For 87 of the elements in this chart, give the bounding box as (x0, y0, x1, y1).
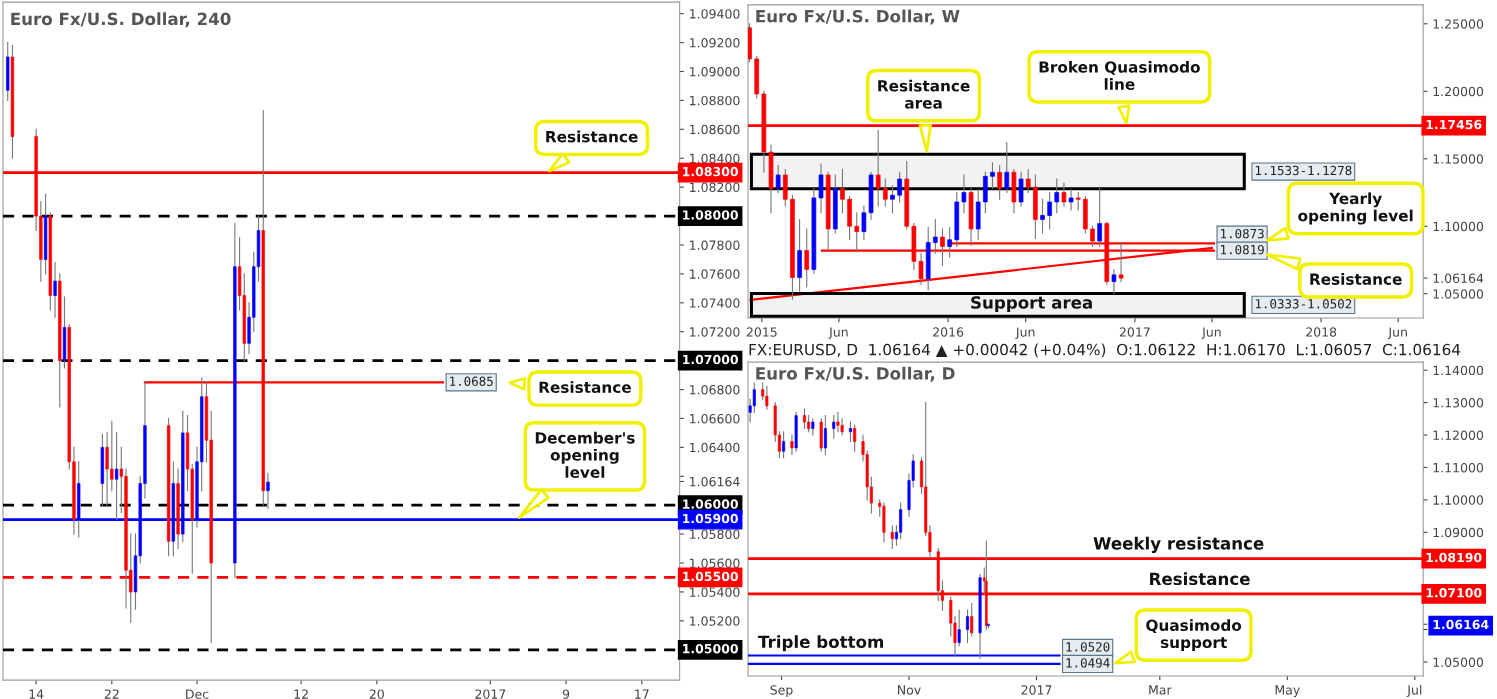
y-tick-label: 1.09000 (690, 66, 740, 77)
ref-line-label: 1.07000 (683, 354, 738, 365)
annotation: Resistance (1310, 273, 1402, 285)
x-tick-label: Jun (1387, 327, 1407, 340)
y-tick-label: 1.08200 (690, 182, 740, 193)
x-tick-label: Mar (1149, 685, 1172, 695)
annotation: Triple bottom (758, 635, 884, 652)
x-tick-label: Sep (770, 685, 793, 698)
y-tick-label: 1.10000 (1433, 495, 1484, 505)
y-tick-label: 1.05000 (1433, 289, 1484, 299)
x-tick-label: 9 (562, 689, 570, 699)
data-label: 1.0873 (1221, 228, 1264, 239)
annotation: Broken Quasimodo line (1039, 60, 1200, 90)
x-tick-label: 2017 (1119, 327, 1150, 337)
y-tick-label: 1.06800 (690, 385, 740, 395)
data-label: 1.0819 (1221, 244, 1264, 255)
y-tick-label: 1.08800 (690, 95, 740, 106)
ref-line-label: 1.17456 (1426, 119, 1482, 130)
y-tick-label: 1.05200 (690, 616, 740, 626)
data-label: 1.0685 (450, 376, 493, 386)
x-tick-label: Jul (1406, 684, 1422, 697)
y-tick-label: 1.07800 (690, 240, 740, 250)
band-label: 1.0333-1.0502 (1255, 299, 1352, 309)
x-tick-label: 2015 (746, 327, 777, 337)
y-tick-label: 1.05000 (1433, 657, 1484, 667)
y-tick-label: 1.10000 (1433, 221, 1484, 232)
x-tick-label: Dec (186, 689, 209, 699)
x-tick-label: Jun (828, 327, 848, 340)
x-tick-label: Jun (1201, 327, 1221, 340)
y-tick-label: 1.13000 (1433, 398, 1484, 408)
y-tick-label: 1.08400 (690, 153, 740, 164)
y-tick-label: 1.12000 (1433, 430, 1484, 440)
y-tick-label: 1.09000 (1433, 527, 1484, 538)
y-tick-label: 1.07600 (690, 269, 740, 279)
y-tick-label: 1.05400 (690, 587, 740, 597)
x-tick-label: Jun (1015, 327, 1035, 340)
annotation: Weekly resistance (1093, 536, 1264, 554)
x-tick-label: 17 (635, 689, 649, 699)
ref-line-label: 1.05900 (683, 513, 738, 524)
annotation: Yearly opening level (1298, 192, 1413, 225)
text: Euro Fx/U.S. Dollar, 240 (11, 12, 231, 28)
x-tick-label: 2016 (933, 327, 964, 337)
y-tick-label: 1.07400 (690, 298, 740, 308)
y-tick-label: 1.09200 (690, 38, 740, 48)
annotation: December's opening level (535, 431, 635, 478)
x-tick-label: 14 (29, 689, 44, 699)
annotation: Resistance (546, 130, 638, 143)
y-tick-label: 1.06164 (690, 476, 740, 487)
ref-line-label: 1.08300 (683, 166, 738, 177)
y-tick-label: 1.08600 (690, 124, 740, 135)
y-tick-label: 1.05800 (690, 529, 740, 540)
annotation: Resistance (539, 381, 631, 394)
y-tick-label: 1.06600 (690, 413, 740, 424)
x-tick-label: 22 (104, 689, 119, 699)
chart-subtitle: FX:EURUSD, D 1.06164 ▲ +0.00042 (+0.04%) O:1.06122 H:1.06170 L:1.06057 C:1.06164 (749, 343, 1461, 358)
annotation: Resistance (1150, 572, 1250, 586)
ref-line-label: 1.08190 (1426, 552, 1482, 563)
chart-title: Euro Fx/U.S. Dollar, D (756, 366, 955, 382)
y-tick-label: 1.05600 (690, 558, 740, 568)
ref-line-label: 1.05500 (683, 571, 738, 582)
data-label: 1.0494 (1066, 658, 1110, 668)
x-tick-label: 12 (294, 689, 308, 699)
y-tick-label: 1.06400 (690, 442, 740, 453)
x-tick-label: Nov (898, 685, 921, 695)
ref-line-label: 1.06000 (683, 499, 738, 509)
y-tick-label: 1.14000 (1433, 365, 1484, 376)
chart-title: Euro Fx/U.S. Dollar, W (756, 9, 960, 25)
y-tick-label: 1.11000 (1433, 462, 1484, 473)
x-tick-label: May (1275, 685, 1300, 698)
y-tick-label: 1.07200 (690, 327, 740, 337)
y-tick-label: 1.20000 (1433, 86, 1484, 97)
x-tick-label: 2017 (1021, 685, 1052, 695)
y-tick-label: 1.15000 (1433, 154, 1484, 164)
y-tick-label: 1.06164 (1433, 619, 1489, 630)
annotation: Resistance area (878, 79, 970, 109)
y-tick-label: 1.09400 (690, 9, 740, 19)
x-tick-label: 2018 (1306, 327, 1337, 337)
ref-line-label: 1.07100 (1426, 588, 1482, 598)
annotation: Support area (971, 296, 1092, 313)
data-label: 1.0520 (1066, 642, 1110, 652)
x-tick-label: 2017 (475, 689, 506, 699)
y-tick-label: 1.06164 (1433, 273, 1484, 283)
annotation: Quasimodo support (1146, 619, 1242, 652)
y-tick-label: 1.25000 (1433, 19, 1484, 29)
ref-line-label: 1.08000 (683, 210, 738, 220)
x-tick-label: 20 (369, 689, 384, 699)
band-label: 1.1533-1.1278 (1255, 165, 1352, 176)
